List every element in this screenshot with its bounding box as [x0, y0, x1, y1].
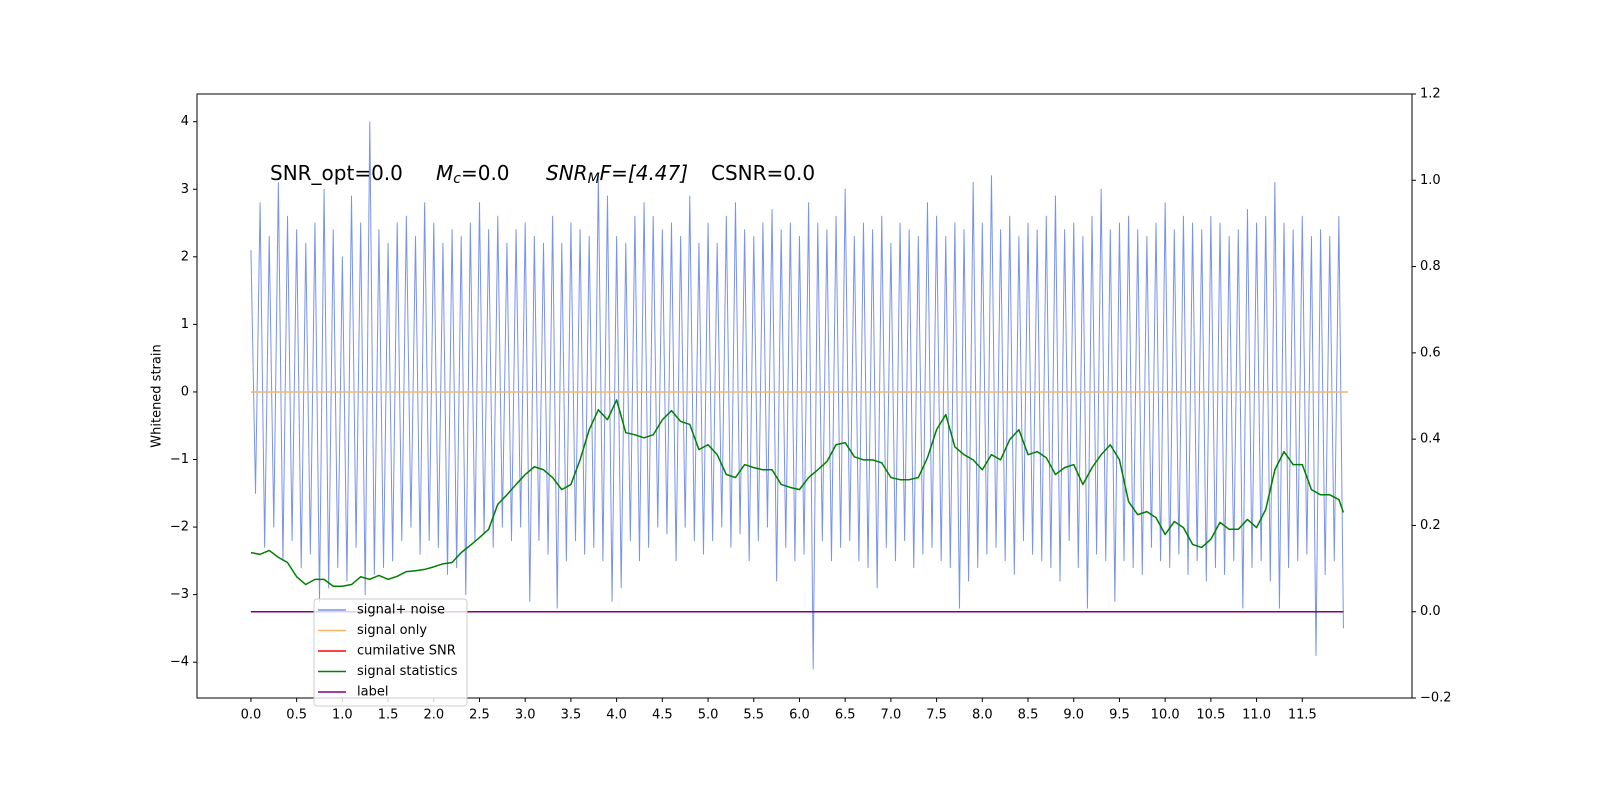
- y2-tick-label: 0.2: [1420, 518, 1441, 533]
- x-tick-label: 5.5: [743, 708, 764, 723]
- annotation-text: M: [436, 161, 453, 185]
- legend-label: label: [357, 685, 388, 700]
- x-tick-label: 4.0: [606, 708, 627, 723]
- x-tick-label: 7.5: [926, 708, 947, 723]
- x-tick-label: 5.0: [698, 708, 719, 723]
- x-tick-label: 0.5: [286, 708, 307, 723]
- y2-tick-label: −0.2: [1420, 691, 1452, 706]
- annotation-text: SNR: [546, 161, 588, 185]
- annotation-text: =0.0: [461, 161, 510, 185]
- legend-label: signal only: [357, 623, 427, 638]
- y-tick-label: 4: [181, 114, 189, 129]
- x-tick-label: 7.0: [881, 708, 902, 723]
- y-tick-label: 1: [181, 317, 189, 332]
- x-tick-label: 2.0: [423, 708, 444, 723]
- annotation-text: c: [453, 171, 461, 187]
- annotation-text: CSNR=0.0: [711, 161, 815, 185]
- x-tick-label: 8.0: [972, 708, 993, 723]
- x-tick-label: 1.0: [332, 708, 353, 723]
- legend-label: signal+ noise: [357, 603, 445, 618]
- x-tick-label: 6.5: [835, 708, 856, 723]
- annotation: SNR_opt=0.0: [270, 161, 403, 185]
- plot-area: [250, 121, 1348, 670]
- x-tick-label: 10.5: [1196, 708, 1225, 723]
- y-tick-label: 3: [181, 182, 189, 197]
- y-tick-label: −4: [170, 655, 189, 670]
- annotation-text: M: [588, 171, 600, 187]
- annotation-text: SNR_opt=0.0: [270, 161, 403, 185]
- x-tick-label: 3.0: [515, 708, 536, 723]
- annotation-text: F=[4.47]: [600, 161, 688, 185]
- x-tick-label: 3.5: [561, 708, 582, 723]
- y2-tick-label: 0.4: [1420, 432, 1441, 447]
- x-tick-label: 4.5: [652, 708, 673, 723]
- x-tick-label: 8.5: [1018, 708, 1039, 723]
- x-tick-label: 11.0: [1242, 708, 1271, 723]
- y2-tick-label: 1.0: [1420, 173, 1441, 188]
- annotation: CSNR=0.0: [711, 161, 815, 185]
- x-tick-label: 10.0: [1151, 708, 1180, 723]
- x-tick-label: 0.0: [241, 708, 262, 723]
- x-tick-label: 9.0: [1063, 708, 1084, 723]
- legend-label: signal statistics: [357, 664, 458, 679]
- y2-tick-label: 0.0: [1420, 604, 1441, 619]
- x-tick-label: 2.5: [469, 708, 490, 723]
- y2-tick-label: 0.8: [1420, 259, 1441, 274]
- y2-tick-label: 1.2: [1420, 87, 1441, 102]
- axes-frame: [196, 93, 1413, 699]
- y-tick-label: −1: [170, 452, 189, 467]
- legend-box: [313, 598, 468, 707]
- y-tick-label: 2: [181, 249, 189, 264]
- annotation: SNRMF=[4.47]: [546, 161, 688, 188]
- y-tick-label: −3: [170, 587, 189, 602]
- y-tick-label: 0: [181, 384, 189, 399]
- annotation: Mc=0.0: [436, 161, 510, 188]
- y2-tick-label: 0.6: [1420, 345, 1441, 360]
- y-tick-label: −2: [170, 520, 189, 535]
- series-line: [250, 399, 1345, 588]
- y-axis-label: Whitened strain: [150, 344, 165, 447]
- series-line: [250, 121, 1344, 670]
- x-tick-label: 11.5: [1288, 708, 1317, 723]
- x-tick-label: 1.5: [378, 708, 399, 723]
- x-tick-label: 6.0: [789, 708, 810, 723]
- x-tick-label: 9.5: [1109, 708, 1130, 723]
- legend-label: cumilative SNR: [357, 644, 456, 659]
